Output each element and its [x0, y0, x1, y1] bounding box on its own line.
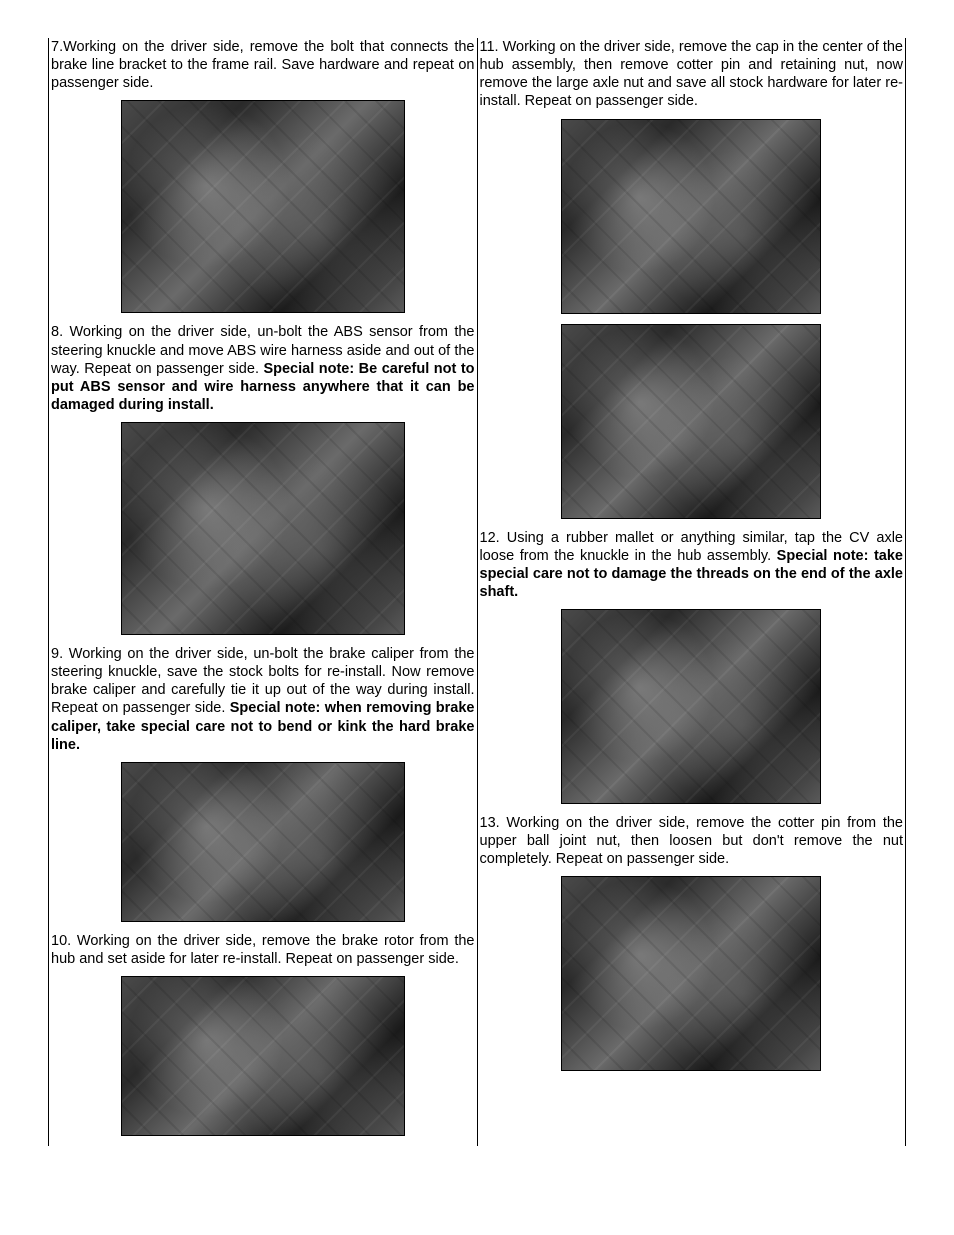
step-7-image — [121, 100, 405, 313]
step-7: 7.Working on the driver side, remove the… — [49, 38, 477, 313]
step-13-text-normal: 13. Working on the driver side, remove t… — [480, 815, 904, 867]
step-11-text: 11. Working on the driver side, remove t… — [478, 38, 906, 111]
step-9: 9. Working on the driver side, un-bolt t… — [49, 645, 477, 922]
step-10-text: 10. Working on the driver side, remove t… — [49, 932, 477, 968]
step-8-image — [121, 422, 405, 635]
two-column-layout: 7.Working on the driver side, remove the… — [48, 38, 906, 1146]
step-8-text: 8. Working on the driver side, un-bolt t… — [49, 323, 477, 414]
step-13-image — [561, 876, 821, 1071]
step-12: 12. Using a rubber mallet or anything si… — [478, 529, 906, 805]
step-9-text: 9. Working on the driver side, un-bolt t… — [49, 645, 477, 754]
step-10-text-normal: 10. Working on the driver side, remove t… — [51, 933, 475, 967]
step-10-image — [121, 976, 405, 1136]
step-8: 8. Working on the driver side, un-bolt t… — [49, 323, 477, 635]
step-12-image — [561, 609, 821, 804]
step-9-image — [121, 762, 405, 922]
step-11: 11. Working on the driver side, remove t… — [478, 38, 906, 519]
step-13: 13. Working on the driver side, remove t… — [478, 814, 906, 1071]
left-column: 7.Working on the driver side, remove the… — [48, 38, 477, 1146]
right-column: 11. Working on the driver side, remove t… — [477, 38, 907, 1146]
step-11-text-normal: 11. Working on the driver side, remove t… — [480, 39, 904, 109]
step-10: 10. Working on the driver side, remove t… — [49, 932, 477, 1136]
step-11-image-b — [561, 324, 821, 519]
step-11-image-a — [561, 119, 821, 314]
step-12-text: 12. Using a rubber mallet or anything si… — [478, 529, 906, 602]
step-13-text: 13. Working on the driver side, remove t… — [478, 814, 906, 868]
step-7-text-normal: 7.Working on the driver side, remove the… — [51, 39, 475, 91]
step-7-text: 7.Working on the driver side, remove the… — [49, 38, 477, 92]
